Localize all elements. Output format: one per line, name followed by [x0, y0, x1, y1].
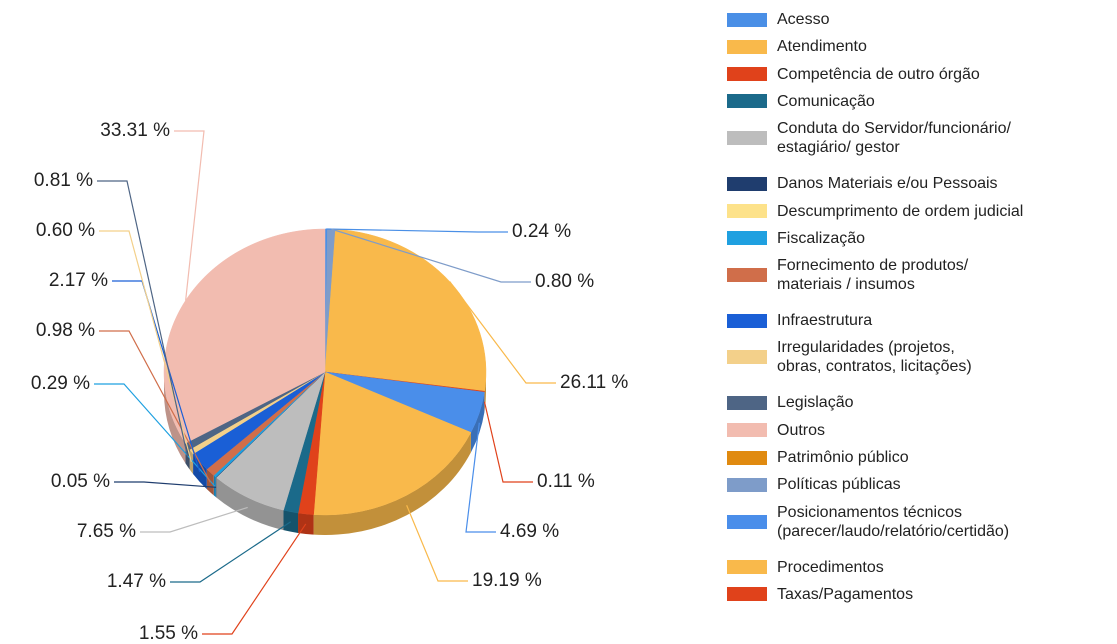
- data-label: 4.69 %: [500, 521, 559, 542]
- pie-slice-side: [313, 432, 471, 535]
- pie-slice: [324, 229, 487, 392]
- data-label: 7.65 %: [77, 521, 136, 542]
- legend-label: Patrimônio público: [777, 449, 909, 466]
- leader-line: [114, 481, 217, 488]
- legend-label: Comunicação: [777, 92, 875, 110]
- data-label: 33.31 %: [100, 120, 170, 141]
- leader-line: [465, 422, 496, 533]
- legend-label: Fiscalização: [777, 229, 866, 247]
- legend-swatch: [727, 514, 767, 529]
- legend-swatch: [727, 587, 767, 602]
- legend-swatch: [727, 313, 767, 328]
- legend-swatch: [727, 39, 767, 54]
- leader-line: [170, 521, 292, 583]
- legend-swatch: [727, 176, 767, 191]
- legend-item: Competência de outro órgão: [727, 65, 980, 84]
- legend-item: Fornecimento de produtos/ materiais / in…: [727, 256, 968, 294]
- leader-line: [449, 281, 556, 384]
- legend-label: Acesso: [777, 11, 830, 28]
- legend-label: Irregularidades (projetos, obras, contra…: [777, 339, 972, 376]
- legend-swatch: [727, 131, 767, 146]
- legend-item: Posicionamentos técnicos (parecer/laudo/…: [727, 503, 1009, 541]
- leader-line: [99, 230, 192, 462]
- legend-label: Fornecimento de produtos/ materiais / in…: [777, 257, 969, 294]
- pie-slice-side: [283, 510, 299, 533]
- legend-label: Taxas/Pagamentos: [777, 585, 914, 603]
- leader-line: [331, 228, 531, 283]
- data-label: 0.81 %: [34, 170, 93, 191]
- data-label: 0.24 %: [512, 221, 571, 242]
- legend-label: Competência de outro órgão: [777, 65, 980, 83]
- pie-slice-side: [470, 392, 485, 453]
- legend-label: Infraestrutura: [777, 312, 873, 330]
- data-label: 0.80 %: [535, 271, 594, 292]
- data-label: 1.55 %: [139, 623, 198, 644]
- legend-label: Atendimento: [777, 38, 867, 56]
- legend-item: Fiscalização: [727, 229, 865, 248]
- data-label: 0.05 %: [51, 471, 110, 492]
- legend-item: Outros: [727, 421, 825, 440]
- data-label: 0.29 %: [31, 373, 90, 394]
- pie-slice: [313, 371, 472, 516]
- legend-swatch: [727, 423, 767, 438]
- data-label: 0.60 %: [36, 220, 95, 241]
- leader-line: [174, 130, 205, 301]
- leader-line: [326, 228, 508, 233]
- legend-swatch: [727, 560, 767, 575]
- legend-swatch: [727, 12, 767, 27]
- legend-swatch: [727, 268, 767, 283]
- legend-label: Posicionamentos técnicos (parecer/laudo/…: [777, 503, 1010, 540]
- leader-line: [140, 506, 248, 533]
- legend-swatch: [727, 231, 767, 246]
- data-label: 19.19 %: [472, 570, 542, 591]
- legend-label: Descumprimento de ordem judicial: [777, 202, 1024, 220]
- data-label: 1.47 %: [107, 571, 166, 592]
- legend-item: Atendimento: [727, 37, 867, 56]
- pie-slice-side: [164, 372, 186, 464]
- leader-line: [202, 523, 307, 635]
- legend-swatch: [727, 350, 767, 365]
- legend-label: Outros: [777, 421, 826, 439]
- legend-item: Políticas públicas: [727, 475, 901, 494]
- legend-item: Infraestrutura: [727, 311, 872, 330]
- legend-label: Legislação: [777, 394, 854, 412]
- legend-item: Descumprimento de ordem judicial: [727, 202, 1023, 221]
- legend-item: Patrimônio público: [727, 448, 909, 467]
- legend-item: Comunicação: [727, 92, 875, 111]
- leader-line: [94, 383, 216, 487]
- legend-item: Conduta do Servidor/funcionário/ estagiá…: [727, 119, 1011, 157]
- legend-label: Conduta do Servidor/funcionário/ estagiá…: [777, 120, 1011, 157]
- legend-label: Danos Materiais e/ou Pessoais: [777, 175, 998, 193]
- legend-swatch: [727, 477, 767, 492]
- legend-swatch: [727, 395, 767, 410]
- legend-swatch: [727, 67, 767, 82]
- legend-swatch: [727, 94, 767, 109]
- leader-line: [97, 180, 189, 457]
- legend-item: Irregularidades (projetos, obras, contra…: [727, 338, 972, 376]
- legend-swatch: [727, 450, 767, 465]
- legend-item: Taxas/Pagamentos: [727, 585, 913, 604]
- leader-line: [483, 401, 533, 483]
- data-label: 0.98 %: [36, 320, 95, 341]
- legend-item: Acesso: [727, 10, 829, 29]
- legend-label: Procedimentos: [777, 558, 884, 576]
- data-label: 2.17 %: [49, 270, 108, 291]
- legend-item: Legislação: [727, 393, 854, 412]
- legend-item: Procedimentos: [727, 558, 884, 577]
- data-label: 0.11 %: [537, 471, 595, 492]
- data-label: 26.11 %: [560, 372, 628, 393]
- legend-item: Danos Materiais e/ou Pessoais: [727, 174, 998, 193]
- leader-line: [406, 505, 468, 582]
- pie-slice-side: [216, 477, 284, 531]
- legend-swatch: [727, 204, 767, 218]
- legend-label: Políticas públicas: [777, 476, 901, 494]
